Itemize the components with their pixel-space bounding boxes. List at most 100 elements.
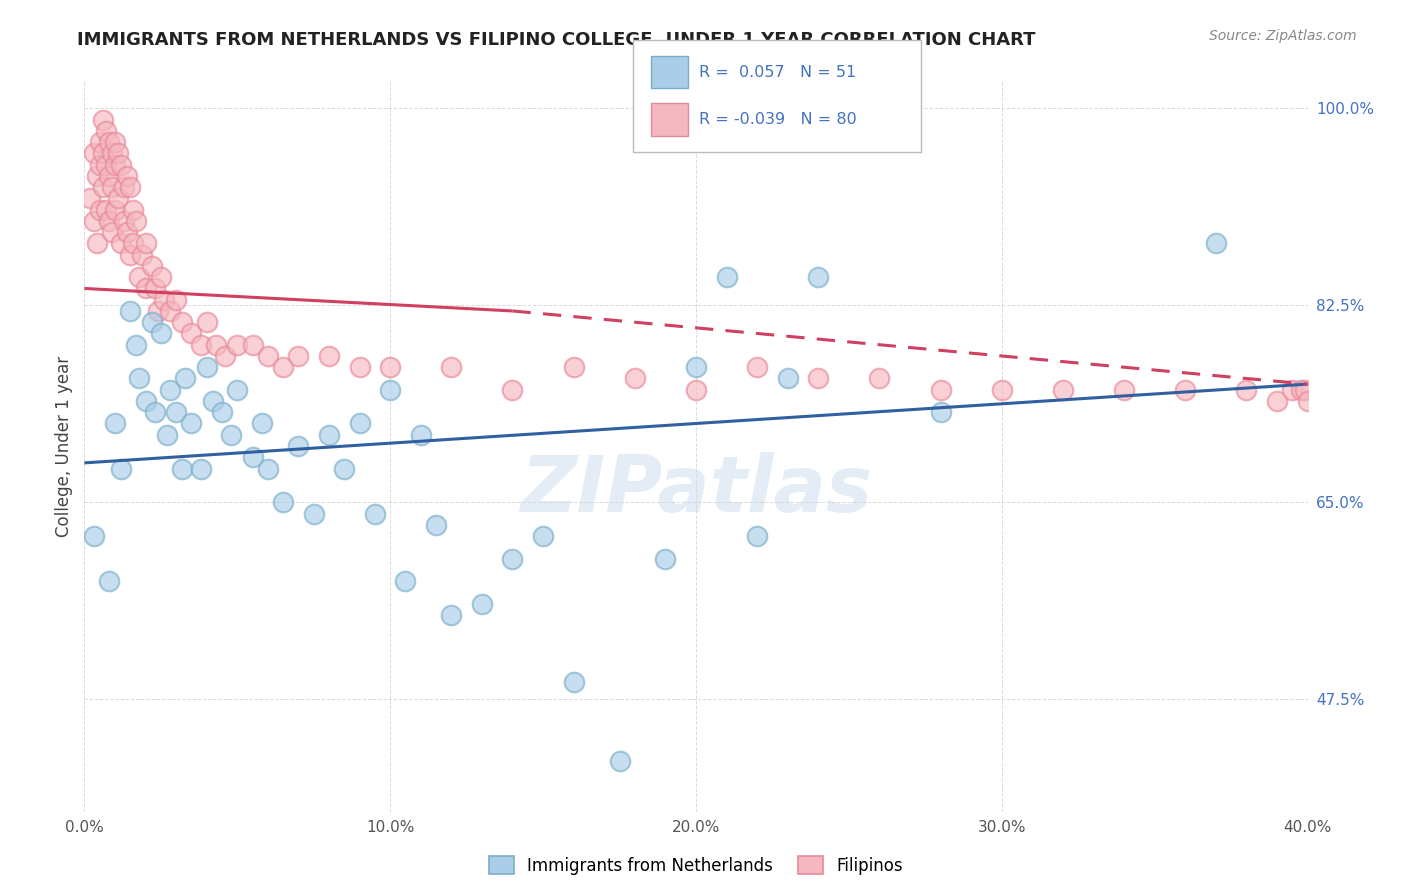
Point xyxy=(869,371,891,385)
Point xyxy=(94,158,117,172)
Point xyxy=(242,337,264,351)
Point xyxy=(201,394,224,409)
Point xyxy=(101,146,124,161)
Point xyxy=(318,349,340,363)
Point xyxy=(364,507,387,521)
Point xyxy=(115,169,138,183)
Point xyxy=(112,180,135,194)
Point xyxy=(131,248,153,262)
Point xyxy=(143,281,166,295)
Point xyxy=(149,270,172,285)
Point xyxy=(807,270,830,285)
Point xyxy=(86,169,108,183)
Point xyxy=(120,248,142,262)
Point xyxy=(97,135,120,149)
Point xyxy=(125,337,148,351)
Point xyxy=(122,236,145,251)
Point xyxy=(624,371,647,385)
Point xyxy=(440,607,463,622)
Point xyxy=(471,597,494,611)
Point xyxy=(110,158,132,172)
Point xyxy=(394,574,416,588)
Point xyxy=(333,461,356,475)
Point xyxy=(242,450,264,465)
Point xyxy=(190,461,212,475)
Point xyxy=(929,405,952,419)
Point xyxy=(104,202,127,217)
Point xyxy=(89,158,111,172)
Point xyxy=(97,574,120,588)
Point xyxy=(149,326,172,341)
Point xyxy=(153,293,176,307)
Point xyxy=(226,337,249,351)
Point xyxy=(120,304,142,318)
Point xyxy=(104,158,127,172)
Point xyxy=(165,405,187,419)
Point xyxy=(349,417,371,431)
Y-axis label: College, Under 1 year: College, Under 1 year xyxy=(55,355,73,537)
Point xyxy=(1174,383,1197,397)
Point xyxy=(89,202,111,217)
Point xyxy=(172,461,194,475)
Text: R =  0.057   N = 51: R = 0.057 N = 51 xyxy=(699,65,856,79)
Point xyxy=(1205,236,1227,251)
Point xyxy=(1265,394,1288,409)
Point xyxy=(89,135,111,149)
Point xyxy=(112,214,135,228)
Point xyxy=(747,529,769,543)
Point xyxy=(250,417,273,431)
Point xyxy=(1281,383,1303,397)
Point xyxy=(122,202,145,217)
Point xyxy=(91,112,114,127)
Text: R = -0.039   N = 80: R = -0.039 N = 80 xyxy=(699,112,856,127)
Point xyxy=(94,124,117,138)
Legend: Immigrants from Netherlands, Filipinos: Immigrants from Netherlands, Filipinos xyxy=(482,849,910,881)
Point xyxy=(101,180,124,194)
Point xyxy=(716,270,738,285)
Point xyxy=(79,191,101,205)
Point xyxy=(159,383,181,397)
Point xyxy=(531,529,554,543)
Point xyxy=(685,360,707,375)
Point xyxy=(120,180,142,194)
Point xyxy=(257,349,280,363)
Point xyxy=(107,146,129,161)
Point xyxy=(747,360,769,375)
Text: IMMIGRANTS FROM NETHERLANDS VS FILIPINO COLLEGE, UNDER 1 YEAR CORRELATION CHART: IMMIGRANTS FROM NETHERLANDS VS FILIPINO … xyxy=(77,31,1036,49)
Point xyxy=(991,383,1014,397)
Point xyxy=(83,146,105,161)
Point xyxy=(349,360,371,375)
Point xyxy=(1291,383,1313,397)
Point xyxy=(776,371,799,385)
Point xyxy=(94,202,117,217)
Point xyxy=(685,383,707,397)
Point xyxy=(107,191,129,205)
Point xyxy=(115,225,138,239)
Point xyxy=(91,146,114,161)
Point xyxy=(302,507,325,521)
Point xyxy=(86,236,108,251)
Point xyxy=(180,326,202,341)
Point xyxy=(156,427,179,442)
Point xyxy=(180,417,202,431)
Point xyxy=(104,417,127,431)
Point xyxy=(502,383,524,397)
Point xyxy=(135,394,157,409)
Point xyxy=(110,236,132,251)
Point xyxy=(409,427,432,442)
Point xyxy=(271,360,294,375)
Text: ZIPatlas: ZIPatlas xyxy=(520,452,872,528)
Point xyxy=(211,405,233,419)
Point xyxy=(101,225,124,239)
Point xyxy=(83,529,105,543)
Point xyxy=(425,517,447,532)
Point xyxy=(654,551,676,566)
Point xyxy=(271,495,294,509)
Point xyxy=(97,169,120,183)
Point xyxy=(146,304,169,318)
Point xyxy=(502,551,524,566)
Point xyxy=(135,281,157,295)
Point xyxy=(318,427,340,442)
Point xyxy=(1052,383,1074,397)
Point xyxy=(929,383,952,397)
